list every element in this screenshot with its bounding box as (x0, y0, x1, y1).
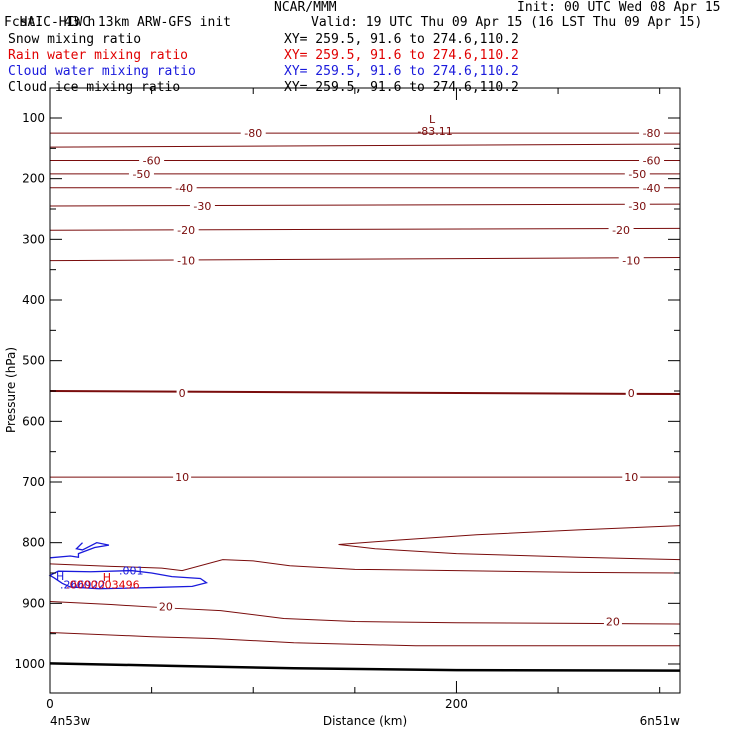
contour-label: 0 (179, 387, 186, 400)
temperature-contour-lower-2 (49, 631, 680, 647)
temperature-contour-lower-0 (49, 559, 681, 574)
y-tick-label: 300 (22, 232, 45, 246)
contour-label-bg (173, 254, 199, 266)
contour-label: -10 (622, 255, 640, 268)
minimum-value: -83.11 (417, 125, 452, 138)
x-right-endpoint: 6n51w (640, 714, 681, 728)
contour-label: -40 (175, 182, 193, 195)
rain-water-max-value: .0000003496 (66, 579, 139, 592)
contour-label: 20 (159, 600, 173, 613)
y-tick-label: 200 (22, 172, 45, 186)
contour-label-bg (639, 181, 665, 193)
y-tick-label: 600 (22, 414, 45, 428)
cloud-water-max-value: .266922 (60, 579, 106, 592)
contour-label-bg (171, 181, 197, 193)
contour-label: -50 (132, 168, 150, 181)
cloud-water-contours (48, 541, 209, 590)
y-tick-label: 800 (22, 536, 45, 550)
minimum-symbol: L (429, 113, 436, 126)
field-cloud-water-xy: XY= 259.5, 91.6 to 274.6,110.2 (284, 64, 519, 79)
field-rain-xy: XY= 259.5, 91.6 to 274.6,110.2 (284, 48, 519, 63)
x-tick-label: 0 (46, 697, 54, 711)
model-name: HAIC-HIWC 13km ARW-GFS init (19, 15, 231, 30)
isotherm--30 (49, 203, 681, 207)
contour-label-bg (622, 471, 641, 483)
model-title: HAIC-HIWC 13km ARW-GFS init (4, 0, 231, 30)
temperature-contour-lower-1 (49, 601, 681, 625)
temperature-contour-lower-4 (338, 525, 681, 545)
y-axis-label: Pressure (hPa) (4, 347, 18, 433)
contour-labels: -80 -80-60 -60-50 -50-40 -40-30 -30-20 -20-10-… (56, 113, 665, 629)
temperature-contours (49, 132, 681, 647)
contour-label: -60 (643, 154, 661, 167)
y-tick-label: 100 (22, 111, 45, 125)
x-tick-label: 200 (445, 697, 468, 711)
contour-label-bg (639, 127, 665, 139)
cloud-water-contour-label: .001 (119, 565, 144, 578)
contour-label-bg (176, 386, 188, 398)
isotherm-0 (49, 390, 681, 396)
contour-label-bg (624, 199, 650, 211)
contour-label: -60 (143, 154, 161, 167)
y-tick-label: 400 (22, 293, 45, 307)
contour-label-bg (618, 254, 644, 266)
contour-label-bg (128, 167, 154, 179)
contour-label-bg (608, 224, 634, 236)
contour-label: 0 (628, 387, 635, 400)
contour-label: 10 (624, 471, 638, 484)
contour-label: -10 (177, 255, 195, 268)
terrain-surface-line (49, 662, 681, 672)
contour-label-bg (625, 386, 637, 398)
field-snow-xy: XY= 259.5, 91.6 to 274.6,110.2 (284, 32, 519, 47)
rain-water-max-symbol: H (103, 571, 111, 584)
contour-label-bg (189, 199, 215, 211)
forecast-hours: 43 h (64, 15, 96, 30)
contour-label: -30 (628, 200, 646, 213)
field-snow: Snow mixing ratio (8, 32, 142, 47)
contour-label-bg (639, 154, 665, 166)
field-cloud-water: Cloud water mixing ratio (8, 64, 196, 79)
org-label: NCAR/MMM (274, 0, 337, 15)
contour-label-bg (624, 167, 650, 179)
contour-label-bg (240, 127, 266, 139)
contour-label-bg (139, 154, 165, 166)
terrain-line (49, 662, 681, 672)
y-tick-label: 700 (22, 475, 45, 489)
contour-label: -40 (643, 182, 661, 195)
cloud-water-max-symbol: H (56, 570, 64, 583)
x-left-endpoint: 4n53w (50, 714, 91, 728)
y-tick-label: 500 (22, 354, 45, 368)
init-time: Init: 00 UTC Wed 08 Apr 15 (517, 0, 721, 15)
contour-label: -80 (244, 127, 262, 140)
isotherm--20 (49, 227, 681, 231)
contour-label-bg (173, 224, 199, 236)
isotherm--70 (49, 143, 681, 148)
contour-label-bg (173, 471, 192, 483)
field-rain: Rain water mixing ratio (8, 48, 189, 63)
cloud-water-contour (48, 569, 209, 590)
contour-label: 10 (175, 471, 189, 484)
y-tick-label: 900 (22, 596, 45, 610)
valid-time: Valid: 19 UTC Thu 09 Apr 15 (16 LST Thu … (311, 15, 703, 30)
x-axis-label: Distance (km) (323, 714, 407, 728)
contour-label: -80 (643, 127, 661, 140)
contour-label: -20 (612, 224, 630, 237)
isotherm--10 (49, 257, 681, 262)
forecast-label: Fcst: (4, 15, 44, 30)
contour-label-bg (603, 615, 622, 627)
temperature-contour-lower-3 (338, 543, 681, 561)
y-tick-label: 1000 (14, 657, 45, 671)
cloud-water-contour-upper (49, 541, 110, 559)
contour-label-bg (156, 600, 175, 612)
contour-label: -30 (193, 200, 211, 213)
contour-label: -20 (177, 224, 195, 237)
contour-label: -50 (628, 168, 646, 181)
contour-label: 20 (606, 616, 620, 629)
